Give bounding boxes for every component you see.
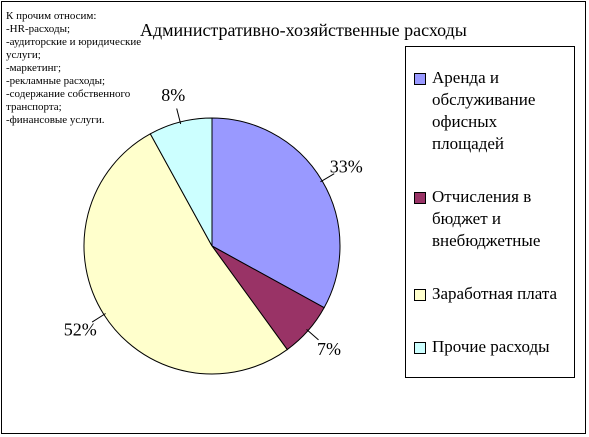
- note-line: -маркетинг;: [6, 62, 62, 74]
- legend-swatch: [414, 191, 426, 204]
- note-line: -HR-расходы;: [6, 23, 71, 35]
- legend: Аренда и обслуживание офисных площадей От…: [405, 46, 575, 378]
- legend-item: Аренда и обслуживание офисных площадей: [414, 67, 570, 155]
- legend-label: Отчисления в бюджет и внебюджетные: [432, 186, 541, 250]
- data-label: 52%: [64, 320, 97, 340]
- leader-line: [176, 108, 182, 125]
- data-label: 7%: [317, 339, 341, 359]
- legend-swatch: [414, 341, 426, 354]
- legend-item: Прочие расходы: [414, 336, 570, 358]
- legend-label: Аренда и обслуживание офисных площадей: [432, 67, 536, 153]
- legend-label: Прочие расходы: [432, 336, 550, 356]
- legend-swatch: [414, 288, 426, 301]
- legend-item: Заработная плата: [414, 283, 570, 305]
- leader-line: [306, 328, 319, 341]
- legend-label: Заработная плата: [432, 283, 558, 303]
- note-line: -аудиторские и юридические услуги;: [6, 36, 142, 61]
- leader-line: [91, 313, 106, 323]
- leader-line: [320, 173, 335, 183]
- note-line: -рекламные расходы;: [6, 75, 106, 87]
- legend-item: Отчисления в бюджет и внебюджетные: [414, 186, 570, 252]
- note-line: К прочим относим:: [6, 10, 97, 22]
- note: К прочим относим: -HR-расходы; -аудиторски…: [6, 10, 166, 127]
- data-label: 33%: [330, 157, 363, 177]
- legend-swatch: [414, 72, 426, 85]
- note-line: -содержание собственного транспорта;: [6, 88, 131, 113]
- chart-title: Административно-хозяйственные расходы: [140, 20, 467, 40]
- note-line: -финансовые услуги.: [6, 114, 105, 126]
- data-label: 8%: [161, 85, 185, 105]
